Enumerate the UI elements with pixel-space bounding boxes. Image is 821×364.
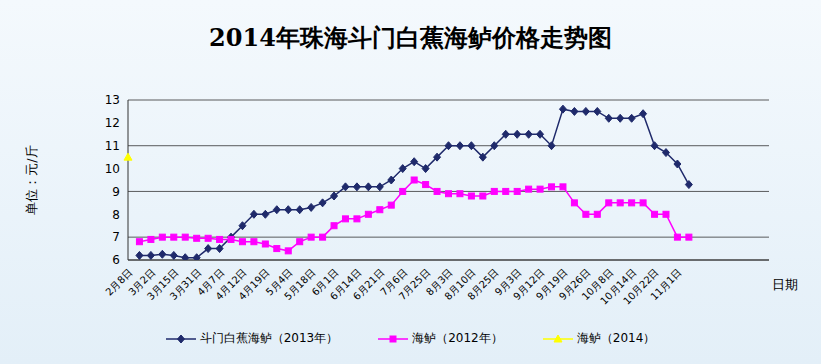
svg-text:8月3日: 8月3日 <box>424 266 455 298</box>
svg-text:4月7日: 4月7日 <box>195 266 226 298</box>
svg-text:4月12日: 4月12日 <box>213 266 249 303</box>
svg-text:7: 7 <box>112 230 120 244</box>
svg-text:9月12日: 9月12日 <box>511 266 547 303</box>
svg-text:13: 13 <box>105 93 120 107</box>
svg-text:4月19日: 4月19日 <box>236 267 271 302</box>
svg-text:10月8日: 10月8日 <box>579 266 616 303</box>
html-text:2014年珠海斗门白蕉海鲈价格走势图: 2014年珠海斗门白蕉海鲈价格走势图 <box>209 23 612 52</box>
svg-text:10月14日: 10月14日 <box>598 266 639 307</box>
svg-text:9: 9 <box>112 185 120 199</box>
svg-text:9月19日: 9月19日 <box>534 266 570 303</box>
svg-text:2月8日: 2月8日 <box>103 266 135 298</box>
svg-text:9月3日: 9月3日 <box>492 266 524 298</box>
svg-text:3月31日: 3月31日 <box>168 267 203 302</box>
svg-text:8月10日: 8月10日 <box>442 266 478 303</box>
svg-text:11月1日: 11月1日 <box>648 267 683 302</box>
svg-text:3月15日: 3月15日 <box>144 266 181 303</box>
svg-text:8: 8 <box>112 208 120 222</box>
svg-text:6月1日: 6月1日 <box>309 266 341 298</box>
svg-text:5月18日: 5月18日 <box>282 267 317 302</box>
html-text:单位：元/斤: 单位：元/斤 <box>24 145 39 215</box>
svg-text:5月4日: 5月4日 <box>263 266 295 298</box>
svg-text:6月21日: 6月21日 <box>351 267 386 302</box>
svg-text:6月14日: 6月14日 <box>327 266 364 303</box>
svg-text:8月25日: 8月25日 <box>465 267 500 302</box>
svg-text:10月22日: 10月22日 <box>621 266 661 307</box>
svg-text:6: 6 <box>112 253 120 267</box>
svg-text:9月26日: 9月26日 <box>556 266 593 303</box>
svg-text:11: 11 <box>105 139 120 153</box>
svg-text:12: 12 <box>105 116 120 130</box>
html-text:海鲈（2014）: 海鲈（2014） <box>576 331 656 345</box>
svg-text:10: 10 <box>105 162 120 176</box>
svg-text:3月2日: 3月2日 <box>126 266 158 298</box>
html-text:海鲈（2012年）: 海鲈（2012年） <box>412 331 503 345</box>
svg-text:7月6日: 7月6日 <box>378 266 410 298</box>
svg-text:7月25日: 7月25日 <box>397 267 432 302</box>
html-text:斗门白蕉海鲈（2013年）: 斗门白蕉海鲈（2013年） <box>199 331 339 345</box>
html-text:日期: 日期 <box>772 277 798 292</box>
